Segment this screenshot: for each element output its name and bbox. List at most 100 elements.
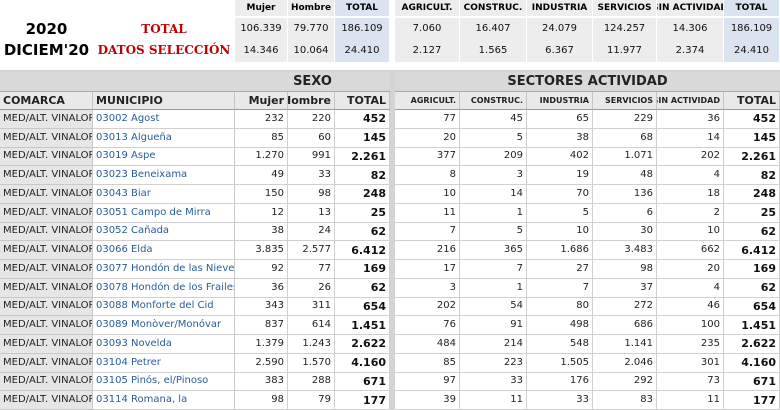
- comarca-cell: MED/ALT. VINALOPÓ: [0, 147, 93, 167]
- summary-gap: [390, 0, 396, 70]
- column-header: SIN ACTIVIDAD: [657, 92, 724, 110]
- number-cell: 220: [288, 110, 335, 129]
- number-cell: 383: [235, 372, 288, 392]
- column-header: MUNICIPIO: [93, 92, 235, 110]
- column-header: COMARCA: [0, 92, 93, 110]
- summary-header: Hombre: [288, 0, 335, 18]
- number-cell: 2.622: [335, 335, 390, 354]
- summary-total: 24.079: [527, 18, 593, 40]
- summary-total: 16.407: [460, 18, 527, 40]
- number-cell: 79: [288, 391, 335, 410]
- number-cell: 202: [657, 147, 724, 167]
- title-left: [0, 72, 235, 92]
- municipio-cell: 03043 Biar: [93, 185, 235, 204]
- number-cell: 33: [288, 166, 335, 185]
- number-cell: 36: [657, 110, 724, 129]
- number-cell: 33: [460, 372, 527, 392]
- comarca-cell: MED/ALT. VINALOPÓ: [0, 353, 93, 373]
- number-cell: 20: [657, 260, 724, 279]
- number-cell: 80: [527, 297, 593, 317]
- number-cell: 6.412: [335, 241, 390, 260]
- number-cell: 3.835: [235, 241, 288, 260]
- number-cell: 38: [527, 128, 593, 148]
- number-cell: 7: [395, 222, 460, 242]
- comarca-cell: MED/ALT. VINALOPÓ: [0, 185, 93, 204]
- number-cell: 85: [395, 353, 460, 373]
- number-cell: 27: [527, 260, 593, 279]
- number-cell: 2.577: [288, 241, 335, 260]
- number-cell: 25: [335, 203, 390, 223]
- number-cell: 4: [657, 278, 724, 298]
- number-cell: 248: [335, 185, 390, 204]
- municipio-cell: 03051 Campo de Mirra: [93, 203, 235, 223]
- number-cell: 145: [724, 128, 780, 148]
- number-cell: 39: [395, 391, 460, 410]
- number-cell: 248: [724, 185, 780, 204]
- comarca-cell: MED/ALT. VINALOPÓ: [0, 166, 93, 185]
- sectores-title: SECTORES ACTIVIDAD: [395, 72, 780, 92]
- number-cell: 97: [395, 372, 460, 392]
- number-cell: 292: [593, 372, 657, 392]
- number-cell: 77: [395, 110, 460, 129]
- number-cell: 1.505: [527, 353, 593, 373]
- number-cell: 2.046: [593, 353, 657, 373]
- number-cell: 19: [527, 166, 593, 185]
- summary-header: TOTAL: [335, 0, 390, 18]
- sexo-title: SEXO: [235, 72, 390, 92]
- summary-header: Mujer: [235, 0, 288, 18]
- summary-selection: 24.410: [335, 40, 390, 62]
- number-cell: 1.379: [235, 335, 288, 354]
- number-cell: 2.261: [335, 147, 390, 167]
- municipio-cell: 03088 Monforte del Cid: [93, 297, 235, 317]
- number-cell: 288: [288, 372, 335, 392]
- number-cell: 82: [335, 166, 390, 185]
- number-cell: 49: [235, 166, 288, 185]
- number-cell: 1: [460, 203, 527, 223]
- number-cell: 311: [288, 297, 335, 317]
- summary-total: 7.060: [395, 18, 460, 40]
- number-cell: 1.071: [593, 147, 657, 167]
- number-cell: 484: [395, 335, 460, 354]
- number-cell: 98: [288, 185, 335, 204]
- number-cell: 3.483: [593, 241, 657, 260]
- municipio-cell: 03013 Algueña: [93, 128, 235, 148]
- number-cell: 654: [335, 297, 390, 317]
- column-header: CONSTRUC.: [460, 92, 527, 110]
- summary-total: 14.306: [657, 18, 724, 40]
- column-header: INDUSTRIA: [527, 92, 593, 110]
- number-cell: 2.261: [724, 147, 780, 167]
- number-cell: 654: [724, 297, 780, 317]
- number-cell: 62: [724, 278, 780, 298]
- column-header: AGRICULT.: [395, 92, 460, 110]
- number-cell: 54: [460, 297, 527, 317]
- number-cell: 4.160: [335, 353, 390, 373]
- municipio-cell: 03105 Pinós, el/Pinoso: [93, 372, 235, 392]
- summary-header: TOTAL: [724, 0, 780, 18]
- number-cell: 169: [724, 260, 780, 279]
- column-header: Mujer: [235, 92, 288, 110]
- number-cell: 68: [593, 128, 657, 148]
- number-cell: 1.270: [235, 147, 288, 167]
- total-label: TOTAL: [93, 20, 235, 38]
- comarca-cell: MED/ALT. VINALOPÓ: [0, 335, 93, 354]
- comarca-cell: MED/ALT. VINALOPÓ: [0, 316, 93, 335]
- number-cell: 3: [460, 166, 527, 185]
- number-cell: 8: [395, 166, 460, 185]
- number-cell: 33: [527, 391, 593, 410]
- number-cell: 498: [527, 316, 593, 335]
- number-cell: 45: [460, 110, 527, 129]
- number-cell: 13: [288, 203, 335, 223]
- number-cell: 452: [724, 110, 780, 129]
- number-cell: 232: [235, 110, 288, 129]
- number-cell: 100: [657, 316, 724, 335]
- number-cell: 662: [657, 241, 724, 260]
- number-cell: 83: [593, 391, 657, 410]
- summary-header: CONSTRUC.: [460, 0, 527, 18]
- number-cell: 136: [593, 185, 657, 204]
- municipio-cell: 03052 Cañada: [93, 222, 235, 242]
- number-cell: 14: [657, 128, 724, 148]
- comarca-cell: MED/ALT. VINALOPÓ: [0, 260, 93, 279]
- comarca-cell: MED/ALT. VINALOPÓ: [0, 297, 93, 317]
- number-cell: 4.160: [724, 353, 780, 373]
- number-cell: 62: [724, 222, 780, 242]
